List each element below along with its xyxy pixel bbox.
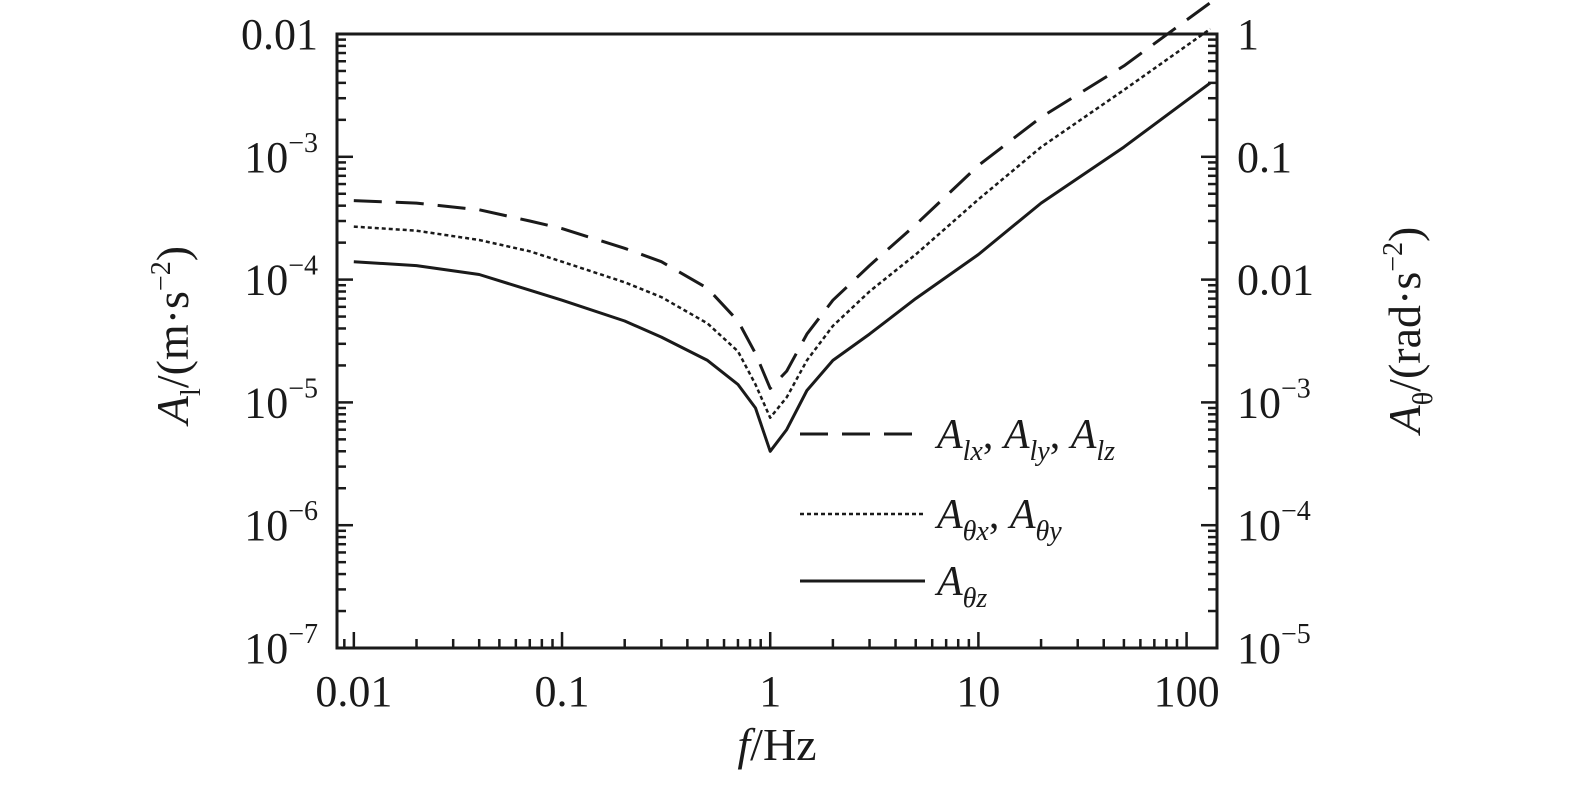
- legend-label-0: Alx, Aly, Alz​: [934, 412, 1115, 467]
- x-tick-label: 100: [1154, 667, 1220, 716]
- y-tick-label-right: 10−3: [1237, 373, 1311, 427]
- y-tick-label-right: 1: [1237, 10, 1259, 59]
- y-tick-label-left: 0.01: [241, 10, 318, 59]
- y-tick-label-left: 10−5: [244, 373, 318, 427]
- y-tick-label-left: 10−6: [244, 496, 318, 550]
- y-tick-label-right: 0.1: [1237, 133, 1292, 182]
- series-line-0: [353, 1, 1212, 390]
- y-axis-title-left: Al/(m·s−2): [146, 246, 207, 427]
- tick-marks: [337, 32, 1217, 650]
- x-tick-label: 10: [956, 667, 1000, 716]
- x-tick-label: 0.01: [315, 667, 392, 716]
- y-tick-label-left: 10−7: [244, 619, 318, 673]
- series-line-2: [353, 81, 1212, 453]
- y-tick-label-right: 10−4: [1237, 496, 1311, 550]
- legend-label-2: Aθz​: [934, 559, 987, 614]
- series-line-1: [353, 27, 1212, 419]
- plot-frame: [335, 32, 1219, 650]
- y-tick-label-left: 10−3: [244, 128, 318, 182]
- x-axis-title: f/Hz: [737, 719, 816, 770]
- y-tick-label-right: 10−5: [1237, 619, 1311, 673]
- y-tick-label-right: 0.01: [1237, 256, 1314, 305]
- x-tick-label: 1: [759, 667, 781, 716]
- series-lines: [353, 1, 1212, 453]
- y-tick-label-left: 10−4: [244, 251, 318, 305]
- y-axis-title-right: Aθ/(rad·s−2): [1378, 227, 1439, 437]
- x-tick-label: 0.1: [535, 667, 590, 716]
- legend-label-1: Aθx, Aθy​: [934, 492, 1062, 547]
- tick-labels: 0.01 0.1 1 10 100 0.01 10−3 10−4 10−5 10−6 10−7 1 0.…: [241, 10, 1314, 716]
- legend: Alx, Aly, Alz​ Aθx, Aθy​ Aθz​: [800, 412, 1115, 614]
